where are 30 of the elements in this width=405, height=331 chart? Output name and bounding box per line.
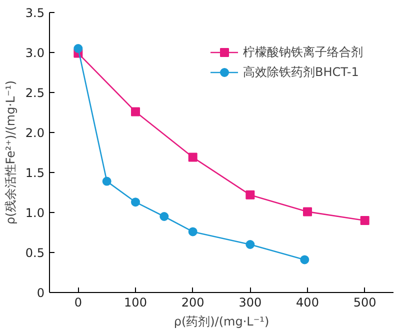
y-tick-label: 1.5 (25, 166, 45, 180)
point (131, 107, 140, 116)
point (160, 212, 169, 221)
x-tick-label: 0 (74, 296, 82, 310)
point (360, 216, 370, 225)
y-tick-label: 2.5 (25, 86, 45, 100)
x-axis-title: ρ(药剂)/(mg·L⁻¹) (174, 314, 270, 328)
x-tick-label: 400 (296, 296, 319, 310)
x-tick-label: 200 (181, 296, 204, 310)
x-tick-label: 500 (353, 296, 376, 310)
y-tick-label: 1.0 (25, 206, 45, 220)
point (303, 207, 312, 216)
point (246, 190, 255, 200)
point (188, 152, 198, 162)
point (188, 227, 198, 236)
point (246, 240, 255, 249)
y-tick-label: 3.5 (25, 6, 45, 20)
y-tick-label: 0.5 (25, 246, 45, 260)
x-tick-label: 100 (124, 296, 147, 310)
point (102, 176, 112, 186)
y-axis-title: ρ(残余活性Fe²⁺)/(mg·L⁻¹) (3, 80, 18, 225)
y-tick-label: 0 (36, 286, 45, 300)
point (300, 255, 310, 264)
y-tick-label: 2.0 (25, 126, 45, 140)
point (131, 198, 140, 207)
legend-label: 柠檬酸钠铁离子络合剂 (243, 44, 363, 60)
legend-label: 高效除铁药剂BHCT-1 (243, 64, 359, 80)
y-tick-label: 3.0 (25, 46, 45, 60)
x-tick-label: 300 (238, 296, 262, 310)
point (74, 44, 83, 53)
